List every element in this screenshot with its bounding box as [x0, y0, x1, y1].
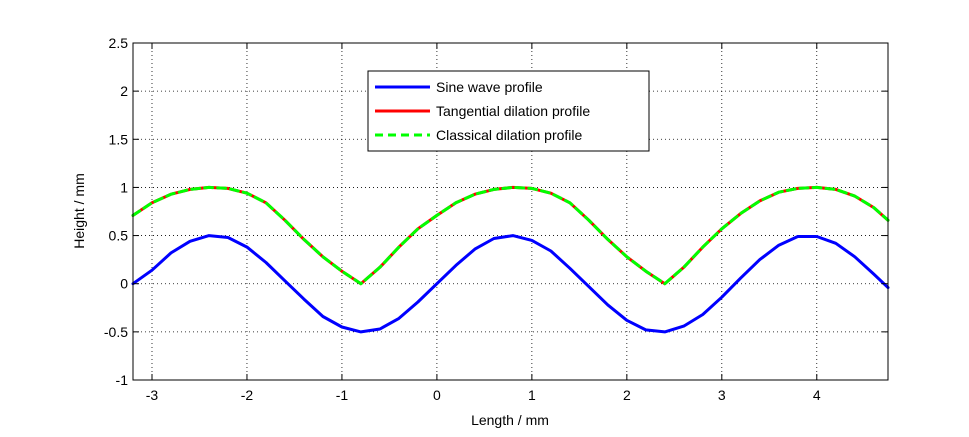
x-tick-label: 4: [813, 387, 821, 403]
series-lines: [131, 185, 890, 334]
x-tick-label: 0: [433, 387, 441, 403]
y-tick-label: 2.5: [109, 35, 129, 51]
y-tick-label: 1.5: [109, 131, 129, 147]
x-tick-label: -2: [241, 387, 254, 403]
axis-ticks: [133, 42, 888, 381]
y-tick-label: -1: [116, 372, 129, 388]
series-classical-dilation: [131, 185, 890, 286]
y-tick-label: 1: [120, 179, 128, 195]
y-axis-label: Height / mm: [71, 173, 87, 248]
y-tick-label: -0.5: [104, 324, 128, 340]
x-tick-label: 1: [528, 387, 536, 403]
x-tick-label: -1: [336, 387, 349, 403]
x-axis-label: Length / mm: [471, 412, 549, 428]
y-tick-labels: -1 -0.5 0 0.5 1 1.5 2 2.5: [104, 35, 128, 388]
legend-label-sine: Sine wave profile: [436, 79, 543, 95]
x-tick-label: -3: [146, 387, 159, 403]
series-sine-wave: [131, 234, 890, 334]
plot-frame: [132, 42, 889, 381]
x-tick-labels: -3 -2 -1 0 1 2 3 4: [146, 387, 821, 403]
x-tick-label: 2: [623, 387, 631, 403]
y-tick-label: 0.5: [109, 228, 129, 244]
x-tick-label: 3: [718, 387, 726, 403]
y-tick-label: 0: [120, 276, 128, 292]
legend-label-tangential: Tangential dilation profile: [436, 103, 590, 119]
legend-label-classical: Classical dilation profile: [436, 127, 583, 143]
y-tick-label: 2: [120, 83, 128, 99]
legend: Sine wave profile Tangential dilation pr…: [367, 70, 650, 152]
